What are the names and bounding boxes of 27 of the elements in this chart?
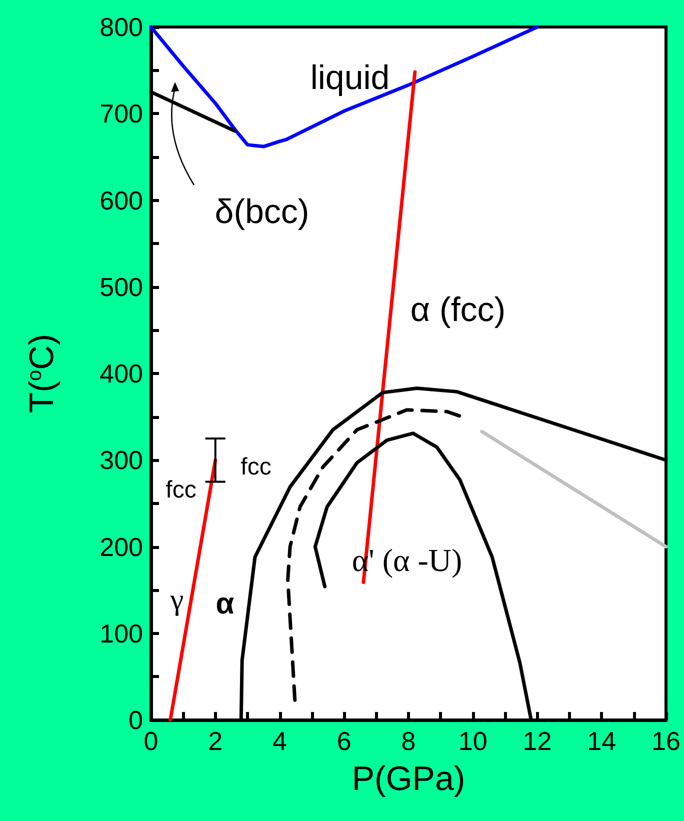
annotation: liquid: [310, 59, 390, 97]
x-tick-label: 2: [208, 726, 223, 756]
x-tick-label: 16: [652, 726, 680, 756]
y-tick-label: 800: [100, 12, 143, 42]
annotation: γ: [169, 584, 184, 616]
annotation: fcc: [240, 454, 272, 480]
x-tick-label: 12: [522, 726, 552, 756]
y-tick-label: 400: [100, 358, 143, 388]
y-tick-label: 0: [128, 705, 143, 735]
annotation: fcc: [166, 476, 196, 504]
x-tick-label: 8: [401, 726, 416, 756]
x-axis-title: P(GPa): [352, 760, 466, 798]
y-tick-label: 500: [100, 272, 143, 302]
y-tick-label: 200: [100, 532, 143, 562]
y-tick-label: 100: [100, 618, 143, 648]
annotation: δ(bcc): [214, 193, 310, 231]
y-axis-title: T(oC): [23, 334, 61, 414]
x-tick-label: 14: [587, 726, 616, 756]
line-series: [149, 25, 539, 148]
y-tick-label: 600: [100, 185, 143, 216]
y-tick-label: 700: [100, 98, 143, 129]
annotation: α (fcc): [410, 291, 506, 329]
x-tick-label: 10: [458, 726, 488, 756]
y-tick-label: 300: [100, 445, 143, 476]
x-tick-label: 6: [336, 726, 352, 756]
annotation: α: [216, 588, 235, 620]
x-tick-label: 4: [272, 726, 287, 756]
